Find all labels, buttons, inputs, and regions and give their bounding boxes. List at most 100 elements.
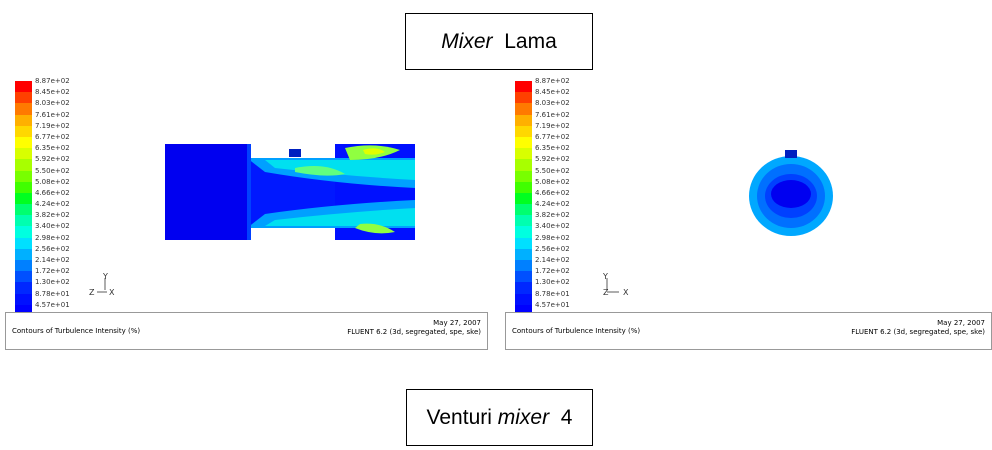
color-swatch (15, 293, 32, 305)
axis-triad-icon (97, 278, 107, 293)
legend-value-label: 5.08e+02 (535, 177, 570, 186)
color-swatch (15, 170, 32, 182)
title-top-plain: Lama (504, 29, 557, 53)
axis-x-label: X (109, 288, 115, 297)
legend-value-label: 3.40e+02 (35, 222, 70, 231)
color-swatch (15, 204, 32, 216)
color-swatch (15, 114, 32, 126)
color-swatch (515, 215, 532, 227)
legend-value-label: 5.92e+02 (35, 155, 70, 164)
legend-value-label: 5.92e+02 (535, 155, 570, 164)
legend-value-label: 5.08e+02 (35, 177, 70, 186)
color-swatch (15, 81, 32, 93)
color-swatch (15, 215, 32, 227)
color-swatch (15, 260, 32, 272)
right-contour-panel: 8.87e+02 8.45e+02 8.03e+02 7.61e+02 7.19e+02… (505, 76, 992, 352)
legend-value-label: 3.82e+02 (35, 211, 70, 220)
legend-value-label: 8.87e+02 (35, 77, 70, 85)
legend-value-label: 4.66e+02 (535, 188, 570, 197)
color-swatch (515, 181, 532, 193)
legend-value-label: 6.77e+02 (535, 132, 570, 141)
date-label: May 27, 2007 (433, 319, 481, 327)
color-swatch (515, 248, 532, 260)
solver-label: FLUENT 6.2 (3d, segregated, spe, ske) (851, 328, 985, 336)
color-swatch (15, 192, 32, 205)
axis-z-label: Z (89, 288, 95, 297)
legend-value-label: 1.30e+02 (35, 278, 70, 287)
legend-value-label: 4.57e+01 (535, 300, 570, 309)
legend-value-label: 2.14e+02 (535, 256, 570, 264)
legend-value-label: 2.56e+02 (35, 244, 70, 253)
color-swatch (515, 125, 532, 137)
legend-value-label: 8.03e+02 (535, 99, 570, 108)
color-swatch (515, 81, 532, 93)
mixer-contour-plot (165, 144, 415, 240)
title-bottom-italic: mixer (497, 405, 550, 429)
color-swatch (15, 159, 32, 171)
color-swatch (515, 204, 532, 216)
color-scale-bar-left (15, 81, 32, 316)
color-swatch (15, 226, 32, 238)
axis-x-label: X (623, 288, 629, 297)
color-swatch (515, 136, 532, 149)
legend-value-label: 7.61e+02 (35, 110, 70, 119)
left-contour-panel: 8.87e+02 8.45e+02 8.03e+02 7.61e+02 7.19e+02… (5, 76, 488, 352)
legend-value-label: 8.78e+01 (535, 289, 570, 298)
contours-caption: Contours of Turbulence Intensity (%) (512, 327, 641, 335)
axis-triad-icon (606, 278, 619, 293)
color-scale-labels-left: 8.87e+02 8.45e+02 8.03e+02 7.61e+02 7.19e+02… (35, 76, 70, 311)
legend-value-label: 2.98e+02 (535, 233, 570, 242)
legend-value-label: 7.61e+02 (535, 110, 570, 119)
legend-value-label: 7.19e+02 (35, 121, 70, 130)
color-swatch (515, 114, 532, 126)
color-swatch (515, 271, 532, 283)
color-swatch (515, 282, 532, 294)
legend-value-label: 2.98e+02 (35, 233, 70, 242)
color-swatch (515, 170, 532, 182)
axis-z-label: Z (603, 288, 609, 297)
color-scale-labels-right: 8.87e+02 8.45e+02 8.03e+02 7.61e+02 7.19e+02… (535, 76, 570, 311)
color-swatch (15, 136, 32, 149)
legend-value-label: 6.35e+02 (535, 144, 570, 153)
legend-value-label: 4.57e+01 (35, 300, 70, 309)
legend-value-label: 4.24e+02 (35, 200, 70, 209)
panel-footer-left: Contours of Turbulence Intensity (%) May… (5, 312, 488, 350)
solver-label: FLUENT 6.2 (3d, segregated, spe, ske) (347, 328, 481, 336)
color-swatch (15, 248, 32, 260)
legend-value-label: 2.56e+02 (535, 244, 570, 253)
title-bottom-suffix: 4 (560, 405, 573, 429)
color-swatch (15, 148, 32, 160)
title-mixer-lama: Mixer Lama (405, 13, 593, 70)
color-swatch (515, 293, 532, 305)
color-scale-bar-right (515, 81, 532, 316)
axis-y-label: Y (103, 272, 108, 281)
legend-value-label: 8.45e+02 (35, 88, 70, 97)
legend-value-label: 8.45e+02 (535, 88, 570, 97)
legend-value-label: 1.30e+02 (535, 278, 570, 287)
axis-y-label: Y (603, 272, 608, 281)
contours-caption: Contours of Turbulence Intensity (%) (12, 327, 141, 335)
date-label: May 27, 2007 (937, 319, 985, 327)
legend-value-label: 8.78e+01 (35, 289, 70, 298)
color-swatch (15, 103, 32, 115)
legend-value-label: 1.72e+02 (35, 267, 70, 276)
color-swatch (15, 304, 32, 316)
color-swatch (515, 237, 532, 249)
title-top-italic: Mixer (441, 29, 493, 53)
color-swatch (515, 226, 532, 238)
legend-value-label: 6.77e+02 (35, 132, 70, 141)
color-swatch (15, 181, 32, 193)
legend-value-label: 3.40e+02 (535, 222, 570, 231)
legend-value-label: 8.03e+02 (35, 99, 70, 108)
color-swatch (515, 192, 532, 205)
legend-value-label: 8.87e+02 (535, 77, 570, 85)
color-swatch (15, 125, 32, 137)
legend-value-label: 1.72e+02 (535, 267, 570, 276)
legend-value-label: 4.24e+02 (535, 200, 570, 209)
color-swatch (515, 159, 532, 171)
color-swatch (515, 103, 532, 115)
venturi-cross-section-plot (749, 150, 833, 236)
legend-value-label: 5.50e+02 (535, 166, 570, 175)
color-swatch (15, 282, 32, 294)
color-swatch (515, 260, 532, 272)
